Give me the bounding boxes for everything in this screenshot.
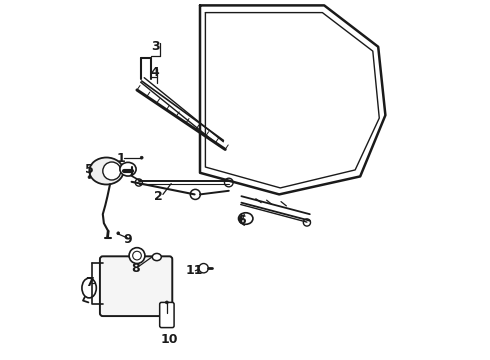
Ellipse shape [89,158,123,184]
Circle shape [199,264,208,273]
Circle shape [224,178,233,187]
Ellipse shape [82,278,97,298]
Text: 4: 4 [150,66,159,78]
Text: 9: 9 [123,233,132,246]
Text: 6: 6 [237,214,245,227]
Circle shape [166,301,169,304]
Circle shape [117,232,120,235]
Text: 10: 10 [161,333,178,346]
Circle shape [103,162,121,180]
FancyBboxPatch shape [100,256,172,316]
Ellipse shape [239,213,253,224]
Text: 5: 5 [85,163,94,176]
Text: 8: 8 [131,262,140,275]
Ellipse shape [152,253,161,261]
Circle shape [129,248,145,264]
Circle shape [88,176,91,179]
Ellipse shape [120,162,136,176]
Circle shape [303,219,311,226]
Text: 3: 3 [151,40,159,53]
Circle shape [190,189,200,199]
Circle shape [140,156,143,159]
Text: 11: 11 [186,264,203,277]
Circle shape [135,179,143,186]
Text: 2: 2 [154,190,163,203]
FancyBboxPatch shape [160,302,174,328]
Text: 7: 7 [85,276,94,289]
Text: 1: 1 [117,152,125,165]
Circle shape [133,251,141,260]
